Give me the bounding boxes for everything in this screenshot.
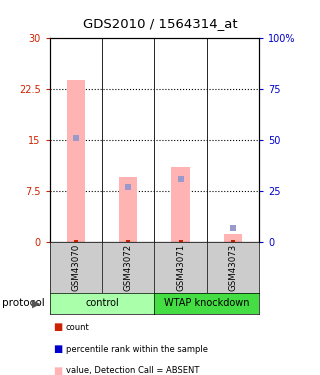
Text: control: control xyxy=(85,298,119,308)
Bar xyxy=(224,234,242,242)
Text: value, Detection Call = ABSENT: value, Detection Call = ABSENT xyxy=(66,366,199,375)
Text: GSM43070: GSM43070 xyxy=(71,244,80,291)
Text: ▶: ▶ xyxy=(32,298,41,308)
Bar xyxy=(67,80,85,242)
Text: ■: ■ xyxy=(53,322,62,332)
Text: WTAP knockdown: WTAP knockdown xyxy=(164,298,250,308)
Text: GDS2010 / 1564314_at: GDS2010 / 1564314_at xyxy=(83,17,237,30)
Text: ■: ■ xyxy=(53,344,62,354)
Text: GSM43072: GSM43072 xyxy=(124,244,133,291)
Text: count: count xyxy=(66,323,89,332)
Text: ■: ■ xyxy=(53,366,62,375)
Text: GSM43071: GSM43071 xyxy=(176,244,185,291)
Text: protocol: protocol xyxy=(2,298,44,308)
Bar xyxy=(119,177,137,242)
Bar xyxy=(172,167,190,242)
Text: GSM43073: GSM43073 xyxy=(228,244,237,291)
Text: percentile rank within the sample: percentile rank within the sample xyxy=(66,345,208,354)
